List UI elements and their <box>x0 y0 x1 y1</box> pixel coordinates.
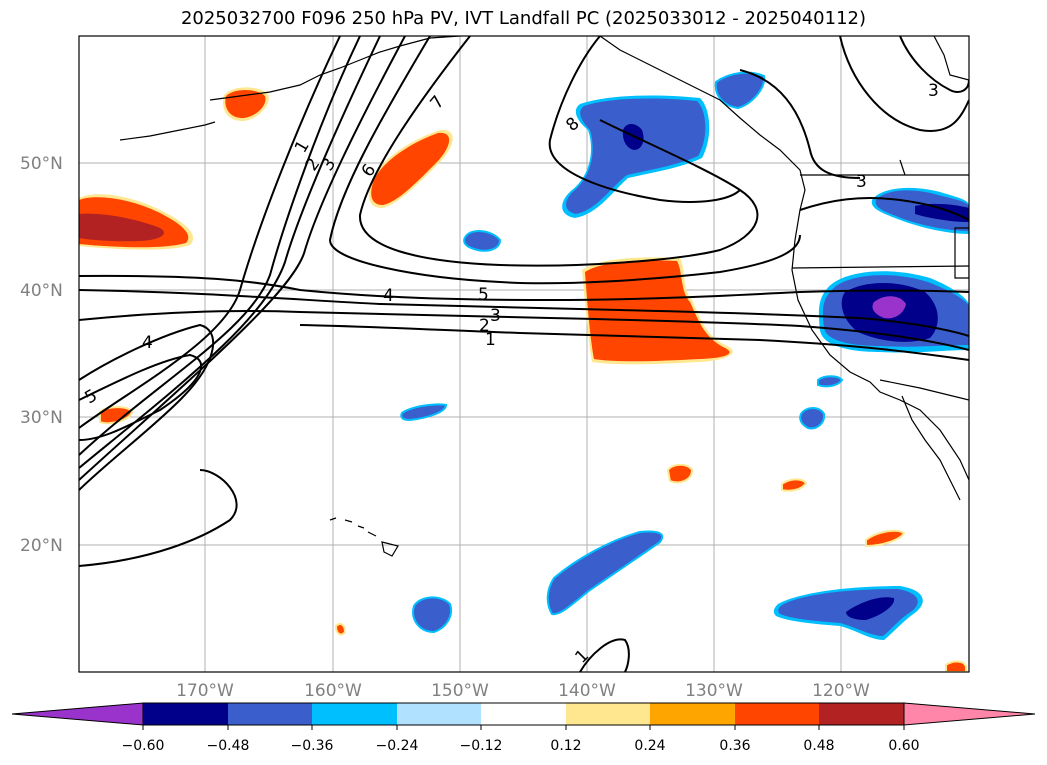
colorbar-tick: 0.12 <box>550 738 581 754</box>
contour-label: 3 <box>856 172 867 192</box>
contour-label: 5 <box>478 285 489 305</box>
anomaly-small-positive-5 <box>334 623 347 636</box>
anomaly-mexico-negative <box>773 586 923 640</box>
colorbar-tick: −0.12 <box>460 738 503 754</box>
contour-label: 3 <box>928 81 939 101</box>
contour-label: 2 <box>479 316 490 336</box>
colorbar-segment <box>228 703 312 725</box>
colorbar-segment <box>397 703 481 725</box>
lat-tick: 30°N <box>20 408 63 428</box>
latitude-axis: 50°N 40°N 30°N 20°N <box>20 154 63 556</box>
colorbar: −0.60 −0.48 −0.36 −0.24 −0.12 0.12 0.24 … <box>11 702 1036 754</box>
anomaly-small-positive-6 <box>945 660 967 672</box>
contour-label: 3 <box>490 306 501 326</box>
colorbar-segment <box>143 703 228 725</box>
colorbar-segment <box>650 703 735 725</box>
anomaly-small-negative-1 <box>463 230 502 252</box>
hawaiian-islands <box>329 517 399 557</box>
anomaly-subtropical-negative-1 <box>546 530 664 616</box>
colorbar-tick: 0.36 <box>719 738 750 754</box>
anomaly-small-negative-3 <box>799 407 826 430</box>
anomaly-west-pacific-positive <box>79 194 194 250</box>
lon-tick: 120°W <box>812 681 870 701</box>
pv-contours <box>79 36 969 672</box>
lon-tick: 130°W <box>685 681 743 701</box>
anomaly-small-positive-1 <box>99 406 134 425</box>
colorbar-segment <box>312 703 397 725</box>
contour-label: 4 <box>383 286 394 306</box>
anomaly-subtropical-negative-2 <box>412 596 452 634</box>
lon-tick: 170°W <box>176 681 234 701</box>
anomaly-small-positive-3 <box>781 478 808 492</box>
colorbar-tick: 0.24 <box>634 738 665 754</box>
colorbar-tick: 0.60 <box>888 738 919 754</box>
lon-tick: 140°W <box>558 681 616 701</box>
contour-label: 1 <box>485 330 496 350</box>
anomaly-small-positive-4 <box>865 529 906 548</box>
lon-tick: 160°W <box>304 681 362 701</box>
colorbar-tick: −0.48 <box>207 738 250 754</box>
colorbar-min-extend <box>11 702 144 726</box>
colorbar-tick: −0.24 <box>376 738 419 754</box>
colorbar-tick: −0.60 <box>122 738 165 754</box>
map-border <box>78 35 970 673</box>
longitude-axis: 170°W 160°W 150°W 140°W 130°W 120°W <box>176 681 870 701</box>
anomaly-gulf-positive <box>368 129 453 208</box>
colorbar-segment <box>481 703 566 725</box>
colorbar-max-extend <box>903 702 1036 726</box>
coastlines <box>119 36 969 501</box>
colorbar-segment <box>735 703 819 725</box>
lat-tick: 20°N <box>20 536 63 556</box>
anomaly-small-negative-2 <box>400 403 448 422</box>
colorbar-segment <box>566 703 650 725</box>
contour-label: 4 <box>142 333 153 353</box>
colorbar-tick: −0.36 <box>291 738 334 754</box>
anomaly-small-negative-4 <box>817 375 844 388</box>
lat-tick: 40°N <box>20 281 63 301</box>
map-title: 2025032700 F096 250 hPa PV, IVT Landfall… <box>180 8 867 29</box>
anomaly-small-positive-2 <box>666 463 694 484</box>
lon-tick: 150°W <box>431 681 489 701</box>
colorbar-segment <box>819 703 904 725</box>
colorbar-tick: 0.48 <box>803 738 834 754</box>
lat-tick: 50°N <box>20 154 63 174</box>
map-panel[interactable] <box>79 36 969 672</box>
